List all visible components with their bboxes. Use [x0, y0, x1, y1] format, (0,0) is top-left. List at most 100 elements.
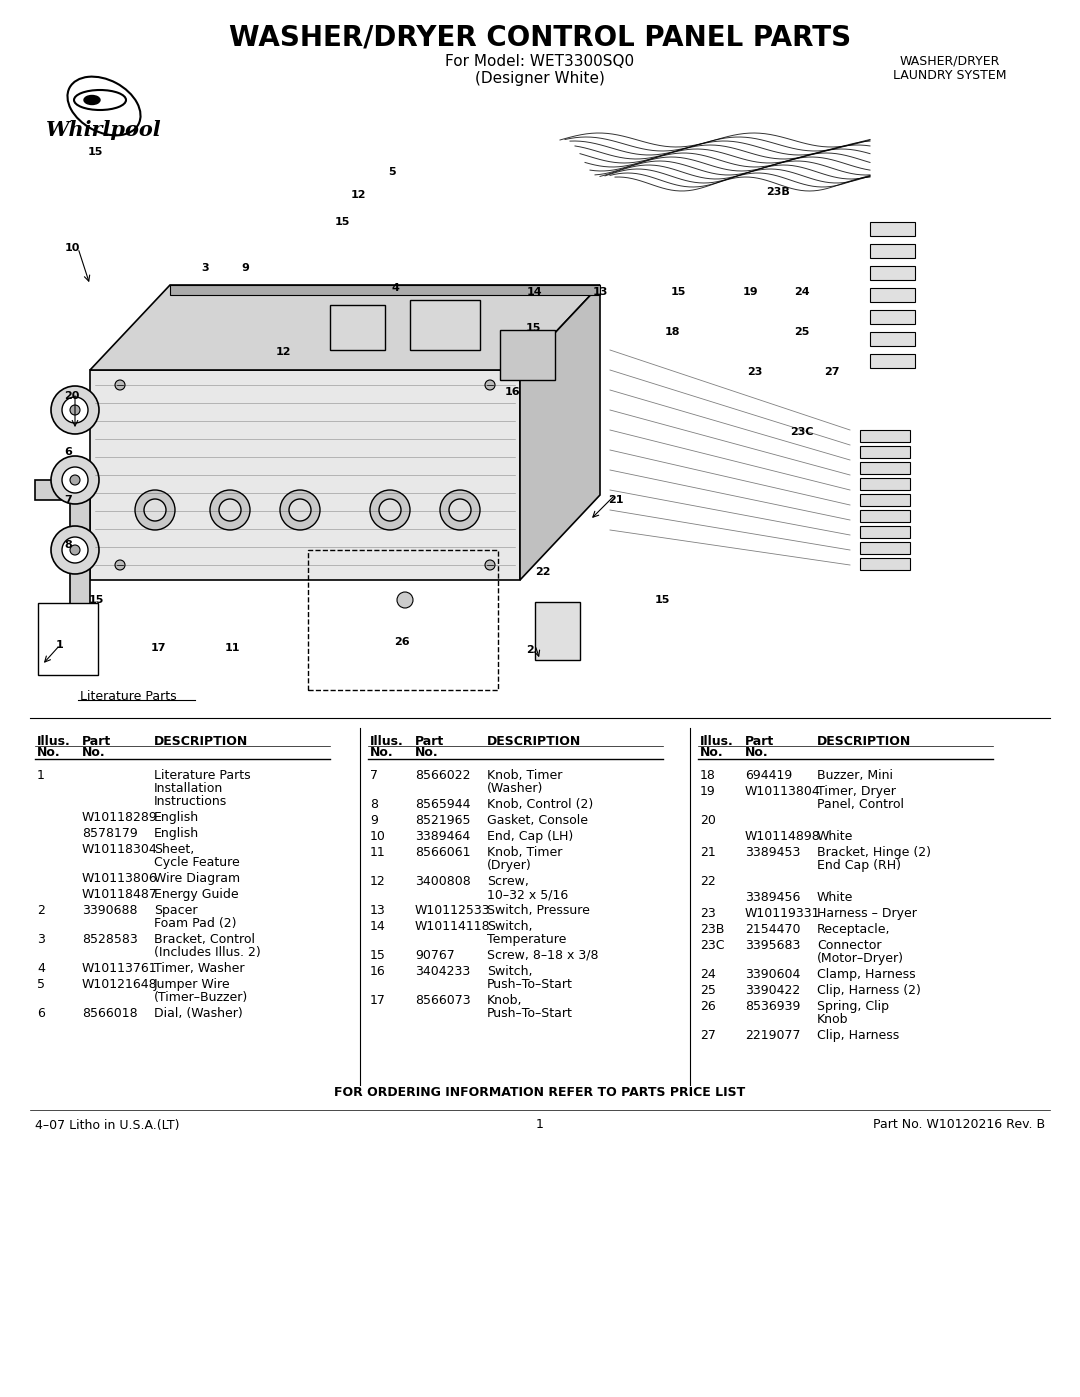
Text: Push–To–Start: Push–To–Start	[487, 978, 572, 990]
Polygon shape	[35, 481, 90, 620]
Text: 2219077: 2219077	[745, 1030, 800, 1042]
Text: 15: 15	[654, 595, 670, 605]
Text: End, Cap (LH): End, Cap (LH)	[487, 830, 573, 842]
Text: Whirlpool: Whirlpool	[46, 120, 162, 140]
Text: W10114118: W10114118	[415, 921, 490, 933]
Text: 10: 10	[370, 830, 386, 842]
Polygon shape	[90, 370, 519, 580]
Polygon shape	[170, 285, 600, 295]
Text: 10–32 x 5/16: 10–32 x 5/16	[487, 888, 568, 901]
Bar	[535, 602, 580, 659]
Text: 21: 21	[608, 495, 624, 504]
Text: WASHER/DRYER
LAUNDRY SYSTEM: WASHER/DRYER LAUNDRY SYSTEM	[893, 54, 1007, 82]
Text: No.: No.	[700, 746, 724, 759]
Text: 15: 15	[89, 595, 104, 605]
Text: Receptacle,: Receptacle,	[816, 923, 891, 936]
Circle shape	[370, 490, 410, 529]
Text: 18: 18	[664, 327, 679, 337]
Text: 3389453: 3389453	[745, 847, 800, 859]
Text: Part: Part	[82, 735, 111, 747]
Text: 3: 3	[37, 933, 45, 946]
Circle shape	[485, 560, 495, 570]
Text: 17: 17	[150, 643, 165, 652]
Bar	[870, 310, 915, 324]
Text: Gasket, Console: Gasket, Console	[487, 814, 588, 827]
Text: Knob, Timer: Knob, Timer	[487, 847, 563, 859]
Text: 27: 27	[700, 1030, 716, 1042]
Text: Instructions: Instructions	[154, 795, 227, 807]
Text: Temperature: Temperature	[487, 933, 566, 946]
Bar	[870, 353, 915, 367]
Text: No.: No.	[415, 746, 438, 759]
Text: Knob,: Knob,	[487, 995, 523, 1007]
Text: 26: 26	[394, 637, 409, 647]
Text: 23C: 23C	[791, 427, 813, 437]
Circle shape	[280, 490, 320, 529]
Bar	[860, 495, 910, 506]
Text: Screw,: Screw,	[487, 875, 529, 888]
Text: Wire Diagram: Wire Diagram	[154, 872, 240, 886]
Text: 23C: 23C	[700, 939, 725, 951]
Text: 15: 15	[671, 286, 686, 298]
Text: (Motor–Dryer): (Motor–Dryer)	[816, 951, 904, 965]
Text: 8566061: 8566061	[415, 847, 471, 859]
Text: Push–To–Start: Push–To–Start	[487, 1007, 572, 1020]
Text: 8566022: 8566022	[415, 768, 471, 782]
Text: 4: 4	[391, 284, 399, 293]
Text: 90767: 90767	[415, 949, 455, 963]
Text: 8536939: 8536939	[745, 1000, 800, 1013]
Text: 6: 6	[37, 1007, 45, 1020]
Text: 1: 1	[37, 768, 45, 782]
Text: 5: 5	[37, 978, 45, 990]
Text: Sheet,: Sheet,	[154, 842, 194, 856]
Text: 8528583: 8528583	[82, 933, 138, 946]
Text: 3404233: 3404233	[415, 965, 470, 978]
Circle shape	[51, 455, 99, 504]
Text: WASHER/DRYER CONTROL PANEL PARTS: WASHER/DRYER CONTROL PANEL PARTS	[229, 24, 851, 52]
Text: 15: 15	[525, 323, 541, 332]
Text: 23B: 23B	[700, 923, 725, 936]
Text: No.: No.	[37, 746, 60, 759]
Text: 3389464: 3389464	[415, 830, 470, 842]
Text: 14: 14	[370, 921, 386, 933]
Text: 3390688: 3390688	[82, 904, 137, 916]
Text: 8566018: 8566018	[82, 1007, 137, 1020]
Text: W10119331: W10119331	[745, 907, 821, 921]
Text: 8521965: 8521965	[415, 814, 471, 827]
Text: 4–07 Litho in U.S.A.(LT): 4–07 Litho in U.S.A.(LT)	[35, 1119, 179, 1132]
Circle shape	[449, 499, 471, 521]
Text: 12: 12	[350, 190, 366, 200]
Circle shape	[70, 405, 80, 415]
Text: 24: 24	[700, 968, 716, 981]
Circle shape	[144, 499, 166, 521]
Bar	[500, 330, 555, 380]
Circle shape	[70, 475, 80, 485]
Bar	[860, 478, 910, 490]
Text: (Dryer): (Dryer)	[487, 859, 531, 872]
Text: English: English	[154, 827, 199, 840]
Text: 3400808: 3400808	[415, 875, 471, 888]
Text: 8566073: 8566073	[415, 995, 471, 1007]
Text: 25: 25	[794, 327, 810, 337]
Text: Bracket, Hinge (2): Bracket, Hinge (2)	[816, 847, 931, 859]
Bar	[860, 446, 910, 458]
Text: 11: 11	[225, 643, 240, 652]
Text: Literature Parts: Literature Parts	[154, 768, 251, 782]
Text: White: White	[816, 891, 853, 904]
Text: Panel, Control: Panel, Control	[816, 798, 904, 812]
Bar	[38, 604, 98, 675]
Text: 9: 9	[370, 814, 378, 827]
Circle shape	[114, 560, 125, 570]
Text: English: English	[154, 812, 199, 824]
Text: Literature Parts: Literature Parts	[80, 690, 177, 704]
Bar	[870, 222, 915, 236]
Text: Foam Pad (2): Foam Pad (2)	[154, 916, 237, 930]
Text: Clamp, Harness: Clamp, Harness	[816, 968, 916, 981]
Text: Switch, Pressure: Switch, Pressure	[487, 904, 590, 916]
Text: For Model: WET3300SQ0: For Model: WET3300SQ0	[445, 54, 635, 70]
Text: 1: 1	[536, 1119, 544, 1132]
Bar	[870, 265, 915, 279]
Text: 8565944: 8565944	[415, 798, 471, 812]
Text: 17: 17	[370, 995, 386, 1007]
Text: W10118487: W10118487	[82, 888, 158, 901]
